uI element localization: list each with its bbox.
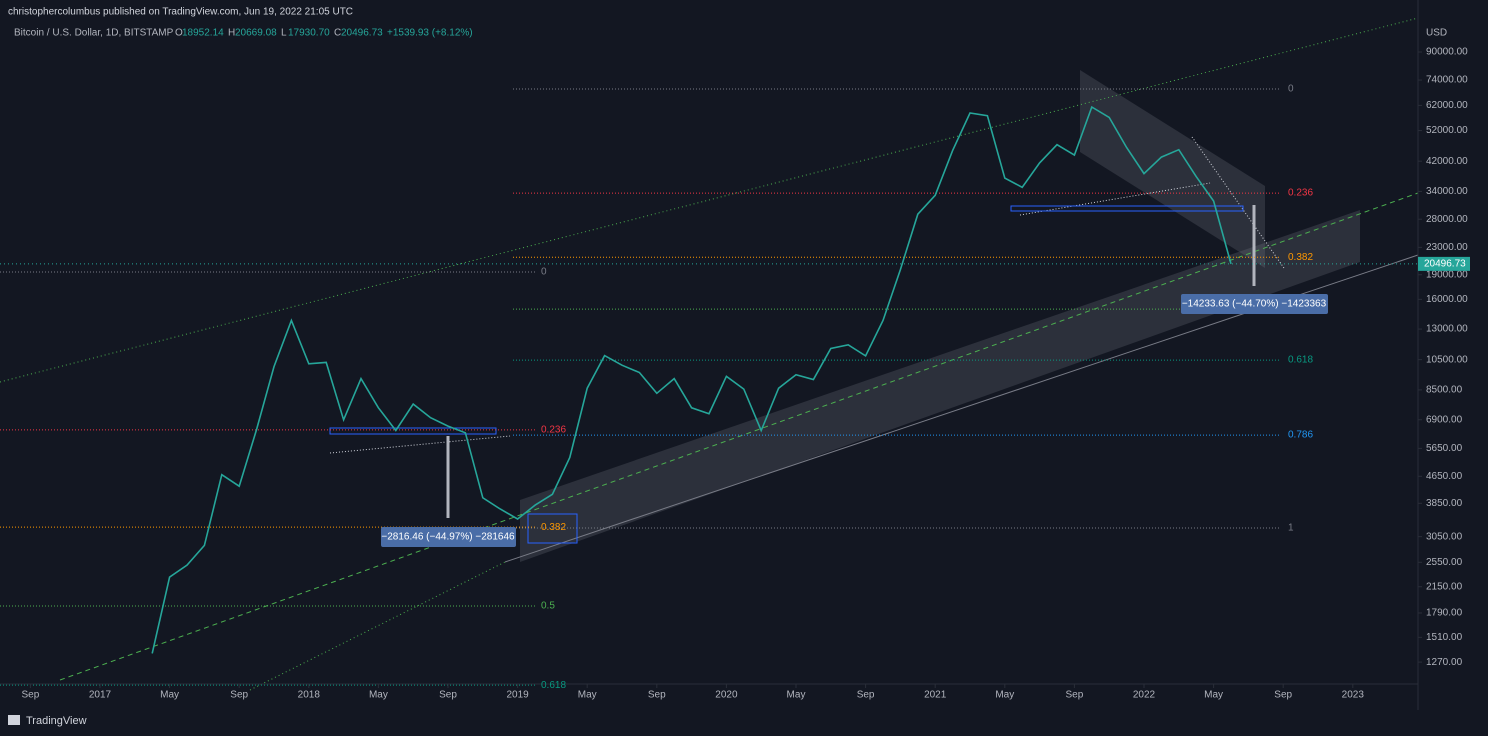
fib-label: 0.236 (541, 425, 566, 436)
y-axis-label: USD (1426, 28, 1447, 39)
x-tick-label: 2022 (1133, 690, 1156, 701)
x-tick-label: Sep (439, 690, 457, 701)
y-tick-label: 1510.00 (1426, 632, 1463, 643)
legend-value: 20496.73 (341, 28, 383, 39)
legend-key: H (228, 28, 235, 39)
x-tick-label: May (787, 690, 806, 701)
footer: TradingView (26, 715, 87, 727)
y-tick-label: 42000.00 (1426, 156, 1468, 167)
x-tick-label: May (369, 690, 388, 701)
x-tick-label: 2017 (89, 690, 112, 701)
x-tick-label: Sep (648, 690, 666, 701)
fib-label: 0.618 (1288, 355, 1313, 366)
y-tick-label: 1270.00 (1426, 657, 1463, 668)
x-tick-label: 2018 (298, 690, 321, 701)
dynamic-layer: 00.2360.3820.50.61800.2360.3820.50.6180.… (0, 84, 1418, 691)
x-tick-label: May (160, 690, 179, 701)
last-price-label: 20496.73 (1424, 259, 1466, 270)
y-tick-label: 3050.00 (1426, 531, 1463, 542)
price-line (151, 105, 1232, 654)
legend-key: L (281, 28, 287, 39)
y-tick-label: 2550.00 (1426, 557, 1463, 568)
fib-label: 0 (541, 267, 547, 278)
fib-label: 0.236 (1288, 188, 1313, 199)
y-tick-label: 52000.00 (1426, 125, 1468, 136)
x-tick-label: May (578, 690, 597, 701)
legend-change: +1539.93 (+8.12%) (387, 28, 473, 39)
range-box (329, 427, 497, 435)
measure-label-box (381, 527, 516, 547)
trend-line (59, 192, 1419, 681)
legend-value: 17930.70 (288, 28, 330, 39)
y-tick-label: 1790.00 (1426, 608, 1463, 619)
channel-band (520, 210, 1360, 562)
y-tick-label: 19000.00 (1426, 269, 1468, 280)
header: christophercolumbus published on Trading… (8, 7, 353, 18)
fib-label: 0.786 (1288, 430, 1313, 441)
y-tick-label: 23000.00 (1426, 242, 1468, 253)
fib-label: 1 (1288, 523, 1294, 534)
y-tick-label: 8500.00 (1426, 385, 1463, 396)
logo (8, 715, 20, 725)
y-tick-label: 2150.00 (1426, 581, 1463, 592)
chart-title: Bitcoin / U.S. Dollar, 1D, BITSTAMP (14, 28, 174, 39)
y-tick-label: 6900.00 (1426, 414, 1463, 425)
x-tick-label: 2023 (1342, 690, 1365, 701)
trend-line (1019, 182, 1211, 216)
fib-label: 0.382 (1288, 252, 1313, 263)
y-tick-label: 3850.00 (1426, 498, 1463, 509)
y-tick-label: 16000.00 (1426, 294, 1468, 305)
y-tick-label: 10500.00 (1426, 354, 1468, 365)
fib-label: 0 (1288, 84, 1294, 95)
trend-line (329, 435, 511, 454)
y-tick-label: 90000.00 (1426, 47, 1468, 58)
x-tick-label: Sep (1274, 690, 1292, 701)
y-tick-label: 4650.00 (1426, 471, 1463, 482)
x-tick-label: May (995, 690, 1014, 701)
x-tick-label: 2019 (506, 690, 529, 701)
last-price-badge (1418, 256, 1470, 271)
y-tick-label: 5650.00 (1426, 443, 1463, 454)
fib-label: 0.5 (541, 601, 555, 612)
y-tick-label: 28000.00 (1426, 214, 1468, 225)
range-box (1010, 205, 1244, 212)
x-tick-label: Sep (857, 690, 875, 701)
measure-label-box (1181, 294, 1328, 314)
legend-value: 20669.08 (235, 28, 277, 39)
y-tick-label: 13000.00 (1426, 324, 1468, 335)
legend-key: C (334, 28, 341, 39)
fib-label: 0.382 (541, 522, 566, 533)
x-tick-label: Sep (22, 690, 40, 701)
x-tick-label: 2020 (715, 690, 738, 701)
x-tick-label: Sep (1066, 690, 1084, 701)
fib-label: 0.618 (541, 680, 566, 691)
measure-label: −14233.63 (−44.70%) −1423363 (1182, 299, 1327, 310)
legend-key: O (175, 28, 183, 39)
x-tick-label: Sep (230, 690, 248, 701)
y-tick-label: 74000.00 (1426, 75, 1468, 86)
legend-value: 18952.14 (182, 28, 224, 39)
y-tick-label: 34000.00 (1426, 186, 1468, 197)
x-tick-label: 2021 (924, 690, 947, 701)
y-tick-label: 62000.00 (1426, 100, 1468, 111)
measure-label: −2816.46 (−44.97%) −281646 (381, 532, 515, 543)
x-tick-label: May (1204, 690, 1223, 701)
